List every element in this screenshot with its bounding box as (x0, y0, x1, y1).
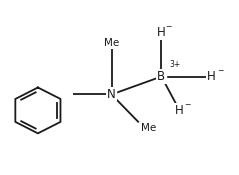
Bar (157, 72, 166, 82)
Text: H: H (207, 70, 216, 83)
Text: H: H (175, 104, 184, 117)
Text: −: − (184, 100, 190, 109)
Text: Me: Me (104, 38, 119, 48)
Text: Me: Me (141, 123, 156, 133)
Text: 3+: 3+ (169, 60, 181, 69)
Text: B: B (157, 70, 165, 83)
Text: −: − (218, 66, 224, 75)
Text: H: H (157, 26, 166, 39)
Text: N: N (107, 88, 116, 101)
Bar (107, 89, 116, 99)
Text: −: − (165, 22, 172, 31)
